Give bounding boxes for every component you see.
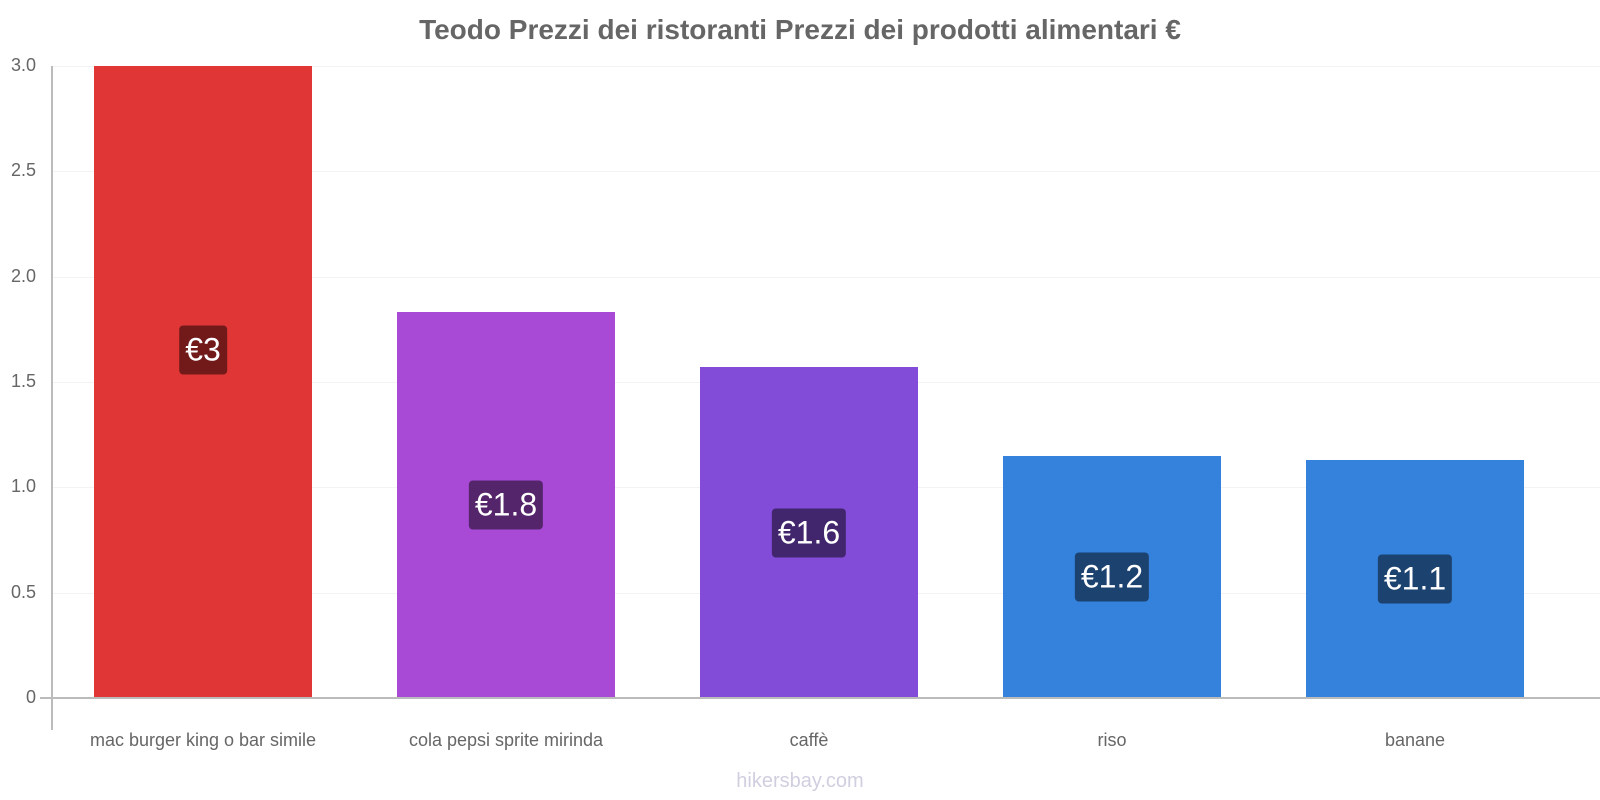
- gridline: [52, 66, 1600, 67]
- bar-value-label: €1.1: [1377, 554, 1453, 604]
- y-tick-label: 0: [25, 687, 36, 707]
- x-category-label: banane: [1384, 730, 1446, 750]
- y-tick-label: 1.5: [10, 371, 36, 391]
- y-axis-line: [51, 66, 53, 730]
- x-category-label: riso: [1097, 730, 1127, 750]
- x-category-label: caffè: [789, 730, 829, 750]
- y-tick-label: 1.0: [10, 476, 36, 497]
- gridline: [52, 171, 1600, 173]
- bar: [94, 66, 312, 698]
- x-category-label: cola pepsi sprite mirinda: [408, 730, 604, 750]
- gridline: [52, 276, 1600, 278]
- bar-value-label: €3: [179, 325, 227, 375]
- y-tick-label: 2.0: [10, 265, 36, 286]
- x-axis-line: [40, 697, 1600, 699]
- watermark: hikersbay.com: [736, 770, 864, 792]
- bar-value-label: €1.6: [771, 508, 847, 558]
- bar-value-label: €1.2: [1074, 552, 1150, 602]
- y-tick-label: 0.5: [10, 581, 36, 602]
- chart-title: Teodo Prezzi dei ristoranti Prezzi dei p…: [419, 14, 1181, 45]
- x-category-label: mac burger king o bar simile: [89, 730, 317, 750]
- bar-value-label: €1.8: [468, 480, 544, 530]
- y-tick-label: 3.0: [10, 55, 36, 75]
- y-tick-label: 2.5: [10, 160, 36, 181]
